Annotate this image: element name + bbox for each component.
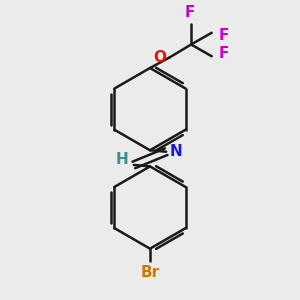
Text: Br: Br: [140, 266, 160, 280]
Text: H: H: [116, 152, 129, 166]
Text: F: F: [219, 46, 230, 61]
Text: O: O: [154, 50, 167, 65]
Text: F: F: [184, 4, 195, 20]
Text: F: F: [219, 28, 230, 43]
Text: N: N: [170, 144, 182, 159]
